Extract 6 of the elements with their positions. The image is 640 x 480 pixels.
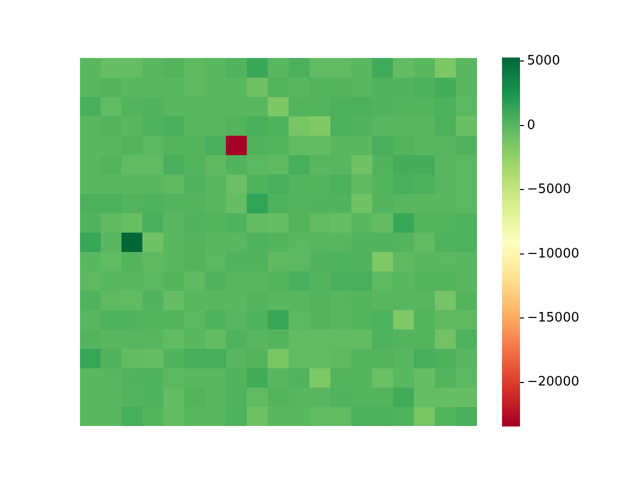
color-bar-label: 5000 (527, 54, 560, 69)
color-bar-label: −15000 (527, 310, 580, 326)
color-bar-label: −10000 (527, 246, 580, 262)
color-bar-label: −5000 (527, 182, 571, 198)
color-bar-label: −20000 (527, 374, 580, 390)
color-bar-label: 0 (527, 118, 536, 133)
